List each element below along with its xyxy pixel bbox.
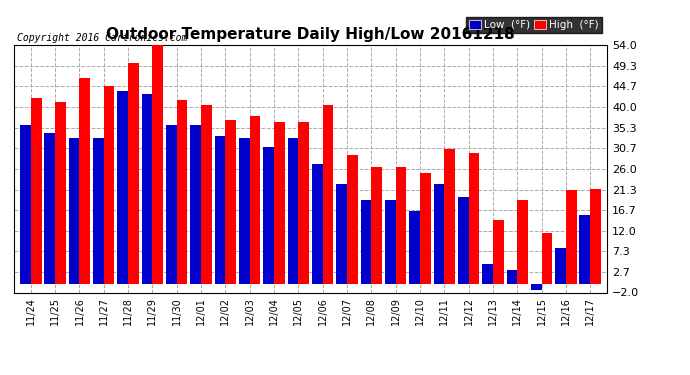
Bar	[239, 138, 250, 284]
Bar	[323, 105, 333, 284]
Bar	[531, 284, 542, 290]
Bar	[250, 116, 260, 284]
Bar	[104, 86, 115, 284]
Bar	[482, 264, 493, 284]
Bar	[506, 270, 518, 284]
Bar	[128, 63, 139, 284]
Bar	[298, 122, 309, 284]
Bar	[347, 156, 357, 284]
Bar	[444, 149, 455, 284]
Bar	[336, 184, 347, 284]
Bar	[79, 78, 90, 284]
Bar	[93, 138, 104, 284]
Bar	[580, 215, 590, 284]
Bar	[55, 102, 66, 284]
Bar	[469, 153, 480, 284]
Bar	[395, 166, 406, 284]
Bar	[274, 122, 285, 284]
Bar	[226, 120, 236, 284]
Bar	[371, 166, 382, 284]
Bar	[590, 189, 601, 284]
Bar	[31, 98, 41, 284]
Legend: Low  (°F), High  (°F): Low (°F), High (°F)	[466, 17, 602, 33]
Bar	[215, 136, 226, 284]
Bar	[166, 124, 177, 284]
Bar	[312, 164, 323, 284]
Bar	[566, 189, 577, 284]
Bar	[555, 248, 566, 284]
Bar	[433, 184, 444, 284]
Title: Outdoor Temperature Daily High/Low 20161218: Outdoor Temperature Daily High/Low 20161…	[106, 27, 515, 42]
Bar	[152, 45, 163, 284]
Bar	[117, 92, 128, 284]
Bar	[518, 200, 528, 284]
Bar	[190, 124, 201, 284]
Bar	[409, 211, 420, 284]
Bar	[264, 147, 274, 284]
Bar	[20, 124, 31, 284]
Bar	[361, 200, 371, 284]
Bar	[69, 138, 79, 284]
Bar	[44, 134, 55, 284]
Bar	[542, 233, 552, 284]
Bar	[288, 138, 298, 284]
Bar	[458, 198, 469, 284]
Bar	[141, 94, 152, 284]
Bar	[201, 105, 212, 284]
Bar	[177, 100, 188, 284]
Text: Copyright 2016 Cartronics.com: Copyright 2016 Cartronics.com	[17, 33, 187, 42]
Bar	[385, 200, 395, 284]
Bar	[420, 173, 431, 284]
Bar	[493, 220, 504, 284]
